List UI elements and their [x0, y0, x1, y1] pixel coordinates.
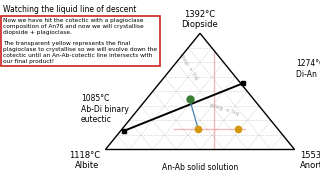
- Text: plag + liq: plag + liq: [209, 102, 240, 116]
- Text: 1118°C
Albite: 1118°C Albite: [69, 151, 100, 170]
- Text: An-Ab solid solution: An-Ab solid solution: [162, 163, 238, 172]
- Text: 1085°C
Ab-Di binary
eutectic: 1085°C Ab-Di binary eutectic: [81, 94, 129, 124]
- Text: 1392°C
Diopside: 1392°C Diopside: [182, 10, 218, 29]
- Text: diop + liq: diop + liq: [178, 52, 199, 80]
- Text: Now we have hit the cotectic with a plagioclase
composition of An76 and now we w: Now we have hit the cotectic with a plag…: [3, 18, 157, 64]
- Text: 1274°C
Di-An binary eutectic: 1274°C Di-An binary eutectic: [296, 59, 320, 79]
- Text: 1553°C
Anorthite: 1553°C Anorthite: [300, 151, 320, 170]
- Text: Watching the liquid line of descent: Watching the liquid line of descent: [3, 5, 137, 14]
